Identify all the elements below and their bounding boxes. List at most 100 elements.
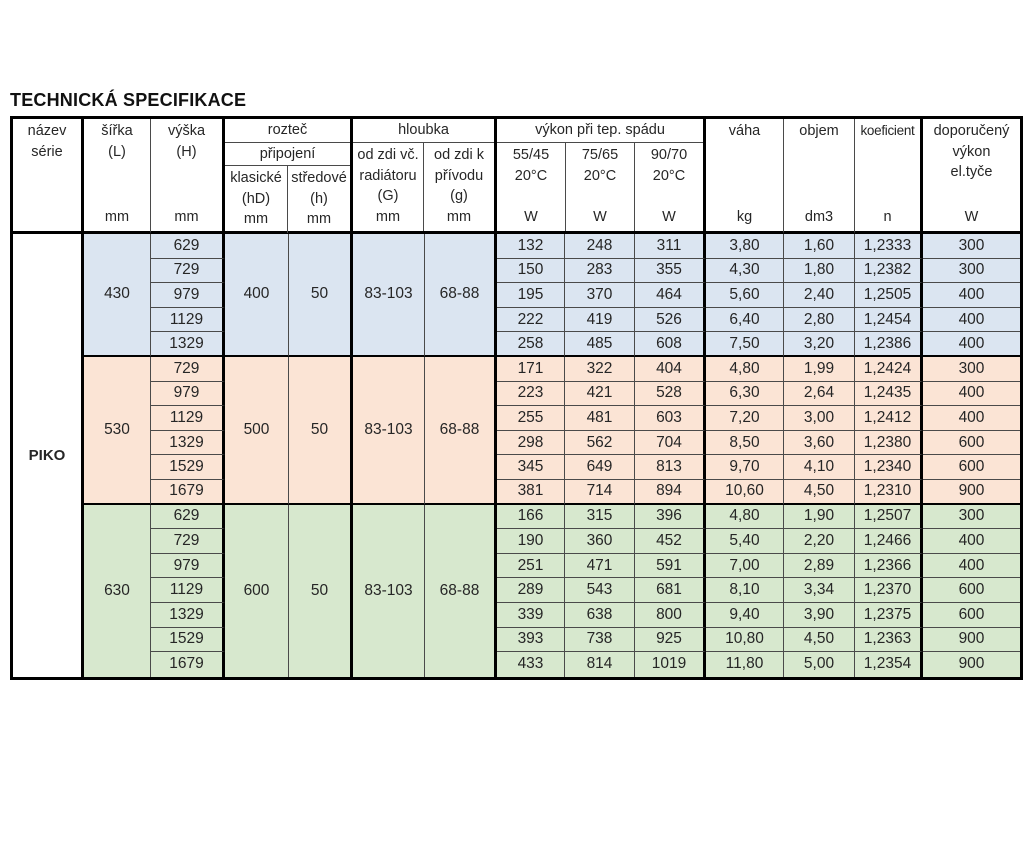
value-cell: 10,80 (706, 627, 784, 653)
value-cell: 2,89 (784, 553, 855, 579)
value-cell: 150 (497, 258, 565, 284)
header-label: 75/65 20°C (581, 147, 619, 184)
col-header-koeficient: koeficient n (855, 119, 923, 234)
group-subtitle: připojení (225, 143, 350, 166)
value-cell: 289 (497, 578, 565, 603)
header-unit: n (883, 209, 892, 226)
height-cell: 729 (151, 356, 225, 382)
value-cell: 171 (497, 356, 565, 382)
height-cell: 729 (151, 258, 225, 284)
height-cell: 1329 (151, 602, 225, 628)
value-cell: 10,60 (706, 479, 784, 505)
value-cell: 400 (923, 406, 1020, 431)
value-cell: 322 (565, 356, 635, 382)
header-label: název série (27, 123, 67, 160)
value-cell: 300 (923, 234, 1020, 259)
roztec-stredove-cell: 50 (289, 504, 353, 677)
value-cell: 1,2435 (855, 381, 923, 407)
col-group-roztec: rozteč připojení klasické (hD) mm středo… (225, 119, 353, 234)
roztec-klasicke-cell: 400 (225, 234, 289, 357)
hloubka-g-cell: 83-103 (353, 234, 425, 357)
value-cell: 370 (565, 283, 635, 308)
value-cell: 404 (635, 356, 706, 382)
value-cell: 6,40 (706, 307, 784, 333)
value-cell: 400 (923, 529, 1020, 554)
value-cell: 4,80 (706, 504, 784, 530)
col-header-55-45: 55/45 20°C W (497, 143, 565, 231)
height-cell: 1129 (151, 406, 225, 431)
height-cell: 1529 (151, 627, 225, 653)
value-cell: 400 (923, 553, 1020, 579)
height-cell: 979 (151, 283, 225, 308)
col-header-doporuceny-vykon: doporučený výkon el.tyče W (923, 119, 1020, 234)
height-cell: 729 (151, 529, 225, 554)
header-unit: W (524, 209, 538, 226)
value-cell: 2,20 (784, 529, 855, 554)
value-cell: 1,99 (784, 356, 855, 382)
header-unit: kg (736, 209, 753, 226)
hloubka-g-cell: 83-103 (353, 356, 425, 505)
value-cell: 8,10 (706, 578, 784, 603)
value-cell: 300 (923, 258, 1020, 284)
value-cell: 925 (635, 627, 706, 653)
value-cell: 255 (497, 406, 565, 431)
value-cell: 248 (565, 234, 635, 259)
col-group-hloubka: hloubka od zdi vč. radiátoru (G) mm od z… (353, 119, 497, 234)
value-cell: 738 (565, 627, 635, 653)
value-cell: 2,80 (784, 307, 855, 333)
value-cell: 608 (635, 332, 706, 357)
value-cell: 4,10 (784, 455, 855, 480)
value-cell: 166 (497, 504, 565, 530)
value-cell: 814 (565, 652, 635, 677)
width-cell: 430 (84, 234, 151, 357)
value-cell: 300 (923, 356, 1020, 382)
height-cell: 629 (151, 234, 225, 259)
col-header-75-65: 75/65 20°C W (565, 143, 634, 231)
value-cell: 6,30 (706, 381, 784, 407)
header-unit: mm (306, 211, 332, 228)
value-cell: 4,50 (784, 479, 855, 505)
height-cell: 629 (151, 504, 225, 530)
col-header-sirka: šířka (L) mm (84, 119, 151, 234)
header-unit: dm3 (804, 209, 834, 226)
value-cell: 5,60 (706, 283, 784, 308)
value-cell: 1,2363 (855, 627, 923, 653)
value-cell: 1,2380 (855, 430, 923, 456)
header-label: váha (728, 123, 761, 139)
group-columns: klasické (hD) mm středové (h) mm (225, 166, 350, 233)
value-cell: 419 (565, 307, 635, 333)
value-cell: 3,00 (784, 406, 855, 431)
value-cell: 7,20 (706, 406, 784, 431)
value-cell: 5,40 (706, 529, 784, 554)
value-cell: 1,2412 (855, 406, 923, 431)
value-cell: 704 (635, 430, 706, 456)
header-label: 90/70 20°C (650, 147, 688, 184)
value-cell: 381 (497, 479, 565, 505)
value-cell: 800 (635, 602, 706, 628)
hloubka-gg-cell: 68-88 (425, 356, 497, 505)
value-cell: 452 (635, 529, 706, 554)
height-cell: 1529 (151, 455, 225, 480)
value-cell: 543 (565, 578, 635, 603)
value-cell: 1,2333 (855, 234, 923, 259)
value-cell: 298 (497, 430, 565, 456)
header-label: šířka (L) (101, 123, 133, 160)
value-cell: 1,2354 (855, 652, 923, 677)
group-title: výkon při tep. spádu (497, 119, 703, 143)
value-cell: 190 (497, 529, 565, 554)
value-cell: 600 (923, 455, 1020, 480)
spec-table: název série šířka (L) mm výška (H) mm ro… (10, 116, 1023, 680)
col-header-90-70: 90/70 20°C W (634, 143, 703, 231)
value-cell: 9,70 (706, 455, 784, 480)
value-cell: 464 (635, 283, 706, 308)
col-header-stredove: středové (h) mm (287, 166, 350, 233)
value-cell: 471 (565, 553, 635, 579)
value-cell: 7,50 (706, 332, 784, 357)
value-cell: 223 (497, 381, 565, 407)
col-header-klasicke: klasické (hD) mm (225, 166, 287, 233)
value-cell: 900 (923, 652, 1020, 677)
value-cell: 600 (923, 578, 1020, 603)
page: TECHNICKÁ SPECIFIKACE název série šířka … (0, 90, 1024, 680)
col-header-od-zdi-radiatoru: od zdi vč. radiátoru (G) mm (353, 143, 423, 231)
value-cell: 894 (635, 479, 706, 505)
